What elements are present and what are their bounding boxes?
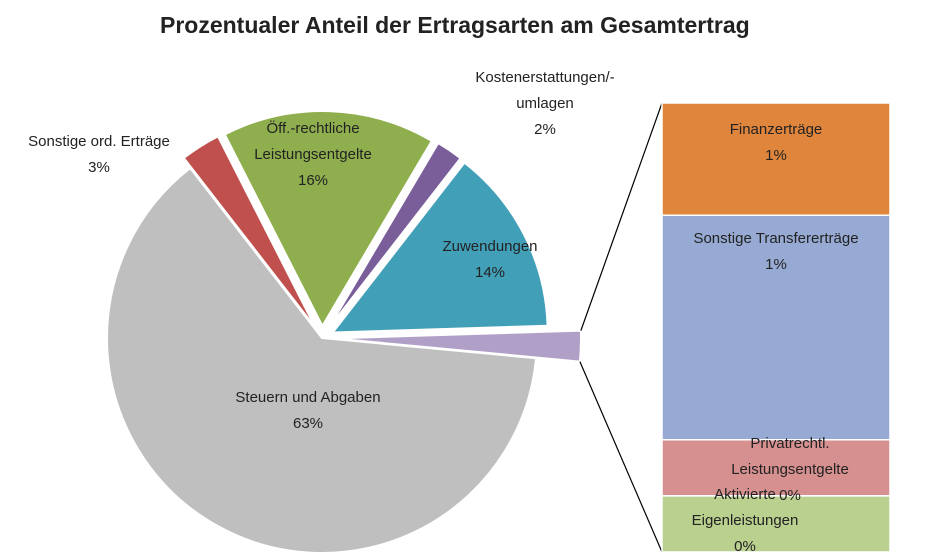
bar-label: Finanzerträge 1%: [666, 117, 886, 169]
slice-label: Steuern und Abgaben 63%: [198, 385, 418, 437]
pie-slice: [106, 166, 538, 552]
bar-label: Sonstige Transfererträge 1%: [661, 226, 891, 278]
pie-slice: [330, 161, 549, 334]
label-value: 0%: [779, 487, 801, 504]
label-value: 63%: [292, 415, 324, 432]
connector: [579, 361, 663, 552]
slice-label: Sonstige ord. Erträge 3%: [0, 129, 199, 181]
label-name: Finanzerträge: [729, 121, 823, 138]
label-name: Sonstige ord. Erträge: [28, 133, 170, 150]
label-value: 0%: [734, 538, 756, 552]
bar-segment: [661, 495, 891, 552]
label-name: Zuwendungen: [442, 238, 538, 255]
label-value: 3%: [88, 159, 110, 176]
pie-slice: [223, 110, 434, 329]
bar-segment: [661, 102, 891, 216]
bar-label: Aktivierte Eigenleistungen 0%: [670, 482, 820, 552]
label-value: 1%: [765, 147, 787, 164]
slice-label: Zuwendungen 14%: [420, 234, 560, 286]
label-name: Kostenerstattungen/-umlagen: [475, 69, 615, 112]
chart-title: Prozentualer Anteil der Ertragsarten am …: [160, 12, 750, 38]
label-name: Privatrechtl. Leistungsentgelte: [731, 435, 849, 478]
label-name: Aktivierte Eigenleistungen: [691, 486, 799, 529]
label-name: Sonstige Transfererträge: [693, 230, 859, 247]
pie-slice: [327, 141, 462, 329]
bar-segment: [661, 214, 891, 441]
label-value: 16%: [297, 172, 329, 189]
label-name: Steuern und Abgaben: [235, 389, 381, 406]
bar-label: Privatrechtl. Leistungsentgelte 0%: [710, 431, 870, 509]
slice-label: Kostenerstattungen/-umlagen 2%: [460, 65, 630, 143]
label-value: 2%: [534, 121, 556, 138]
label-value: 1%: [765, 256, 787, 273]
connector: [580, 102, 663, 331]
pie-slice: [182, 134, 317, 329]
pie-slice-other: [333, 329, 582, 363]
label-value: 14%: [474, 264, 506, 281]
slice-label: Öff.-rechtliche Leistungsentgelte 16%: [228, 116, 398, 194]
bar-segment: [661, 439, 891, 497]
label-name: Öff.-rechtliche Leistungsentgelte: [254, 120, 372, 163]
